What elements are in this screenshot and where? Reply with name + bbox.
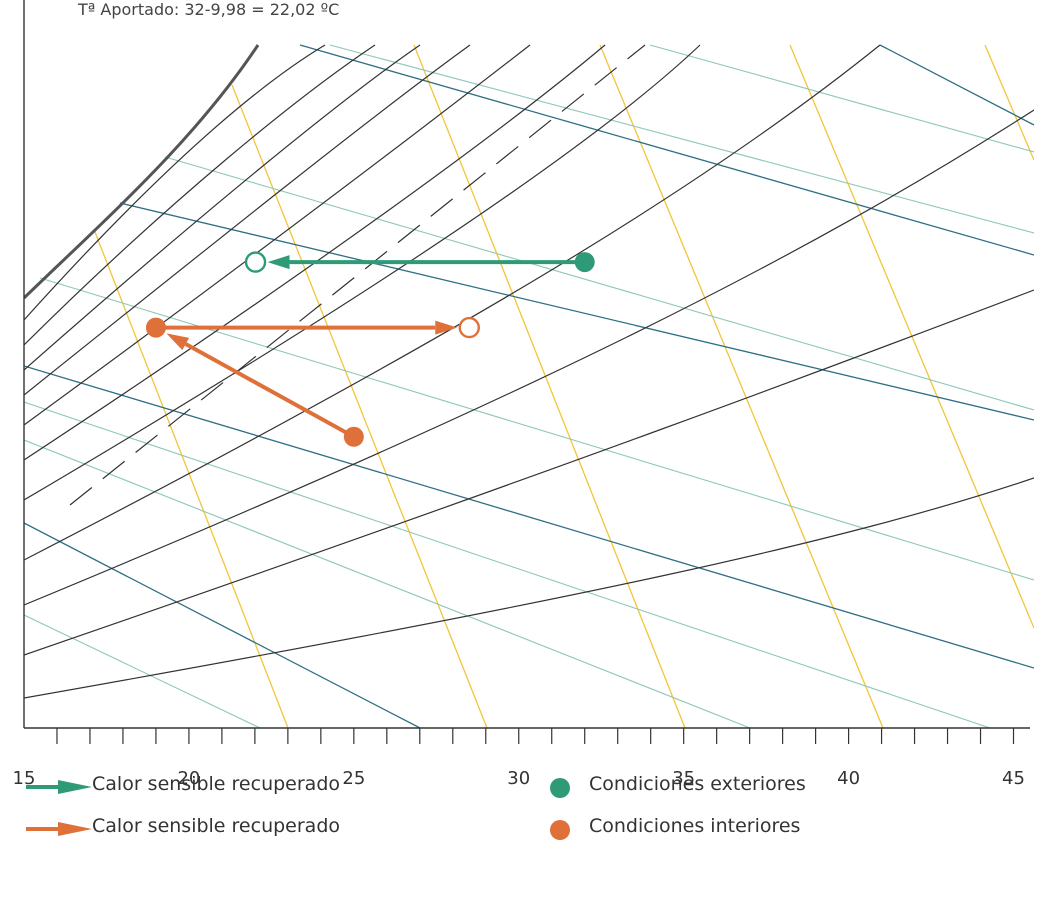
x-axis: 15 20 25 30 35 40 45: [13, 0, 1030, 789]
x-tick-label-40: 40: [837, 768, 860, 789]
rh-curve-8: [24, 109, 1034, 606]
rh-curve-7: [24, 44, 881, 561]
x-tick-label-15: 15: [13, 768, 36, 789]
rh-curve-3: [24, 44, 471, 396]
wet-bulb-line-2: [413, 44, 686, 728]
rh-curve-6: [24, 44, 701, 501]
rh-curve-5: [24, 44, 606, 461]
arrow-line-1: [184, 342, 355, 439]
enthalpy-line-2: [24, 522, 421, 728]
x-tick-label-25: 25: [342, 768, 365, 789]
x-tick-label-20: 20: [177, 768, 200, 789]
x-tick-label-35: 35: [672, 768, 695, 789]
point-exterior: [574, 252, 595, 273]
legend-arrow-orange-icon: [26, 822, 92, 836]
legend-dot-green-icon: [550, 778, 570, 798]
enthalpy-light-line-0: [164, 156, 1034, 411]
wet-bulb-line-0: [94, 231, 289, 728]
arrowhead-1: [166, 333, 190, 351]
point-interior-end: [458, 316, 480, 339]
rh-curve-2: [24, 44, 421, 371]
rh-curve-1: [24, 44, 376, 346]
rh-curve-9: [24, 289, 1034, 656]
legend-label-orange-arrow: Calor sensible recuperado: [92, 815, 341, 837]
legend-arrow-green-icon: [26, 780, 92, 794]
background-lines: [24, 44, 1034, 728]
enthalpy-line-1: [24, 365, 1034, 669]
arrowhead-2: [435, 320, 458, 335]
point-exterior-supply: [244, 251, 267, 273]
legend-dot-orange-icon: [550, 820, 570, 840]
legend-label-interior: Condiciones interiores: [589, 815, 801, 837]
wet-bulb-line-3: [599, 44, 884, 728]
saturation-curve: [24, 44, 260, 300]
point-interior-mid: [145, 317, 166, 338]
enthalpy-line-0: [119, 202, 1034, 421]
enthalpy-light-line-2: [24, 439, 751, 728]
chart-title: Tª Aportado: 32-9,98 = 22,02 ºC: [78, 0, 340, 19]
rh-curve-0: [24, 44, 326, 321]
enthalpy-light-line-6: [24, 401, 991, 728]
legend-label-exterior: Condiciones exteriores: [589, 773, 806, 795]
wet-bulb-line-5: [984, 44, 1034, 161]
enthalpy-light-line-5: [649, 44, 1034, 153]
rh-curve-4: [24, 44, 531, 426]
enthalpy-light-line-3: [24, 614, 261, 728]
x-tick-label-30: 30: [507, 768, 530, 789]
x-tick-label-45: 45: [1002, 768, 1025, 789]
enthalpy-light-line-1: [39, 277, 1034, 581]
dashed-reference-line: [69, 44, 646, 506]
point-interior-start: [343, 426, 364, 447]
wet-bulb-line-1: [231, 84, 488, 728]
enthalpy-light-line-4: [329, 44, 1034, 234]
legend-label-green-arrow: Calor sensible recuperado: [92, 773, 341, 795]
rh-curve-10: [24, 477, 1034, 699]
chart-marks: [145, 251, 595, 447]
arrowhead-0: [267, 255, 290, 270]
enthalpy-line-3: [299, 44, 1034, 256]
enthalpy-line-4: [879, 44, 1034, 126]
